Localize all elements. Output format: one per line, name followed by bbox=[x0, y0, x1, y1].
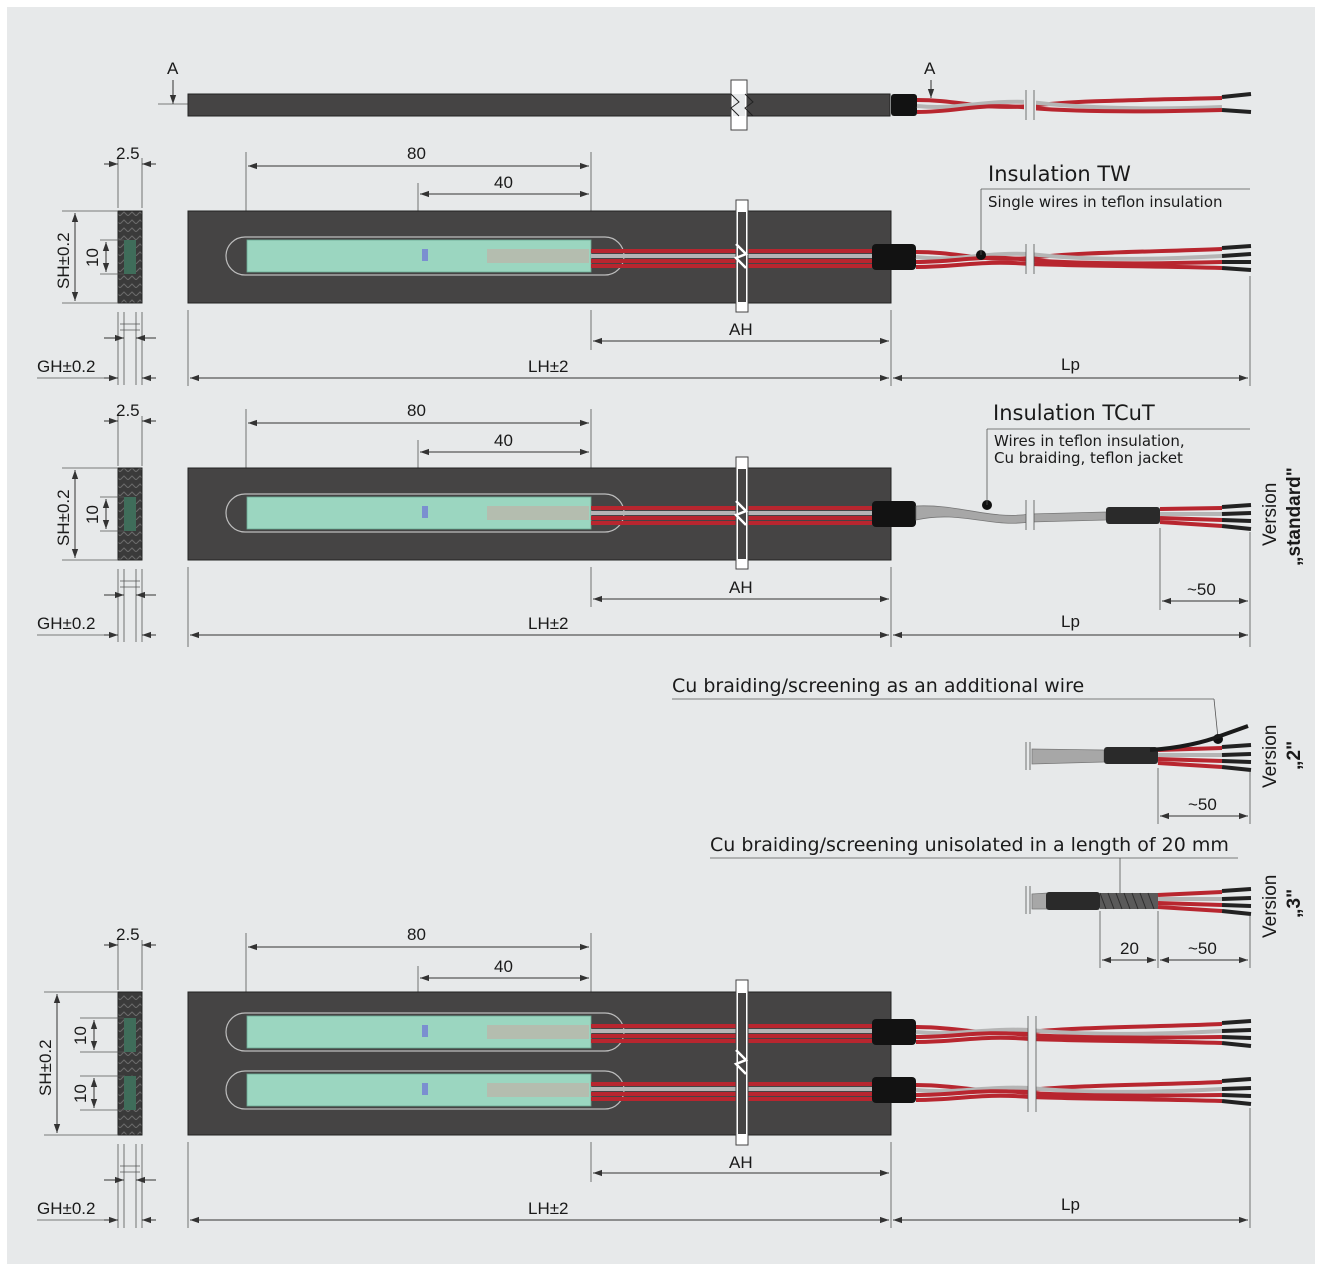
thickness-label: 2.5 bbox=[116, 925, 140, 944]
thickness-label: 2.5 bbox=[116, 144, 140, 163]
side-view: A A bbox=[158, 59, 1252, 131]
version-standard-word: Version bbox=[1260, 483, 1281, 546]
pad-length-label: LH±2 bbox=[528, 614, 569, 633]
version-3-note: Cu braiding/screening unisolated in a le… bbox=[710, 834, 1229, 856]
lead-length-label: Lp bbox=[1061, 355, 1080, 374]
pad-length-label: LH±2 bbox=[528, 1199, 569, 1218]
row-double-element: 2.5 SH±0.2 10 10 GH±0.2 80 40 bbox=[36, 925, 1252, 1228]
thickness-label: 2.5 bbox=[116, 401, 140, 420]
height-label: SH±0.2 bbox=[54, 489, 73, 546]
length-80-label: 80 bbox=[407, 925, 426, 944]
length-40-label: 40 bbox=[494, 431, 513, 450]
gap-label: GH±0.2 bbox=[37, 357, 95, 376]
height-label: SH±0.2 bbox=[54, 232, 73, 289]
strip-50-label: ~50 bbox=[1188, 795, 1217, 814]
pad-length-label: LH±2 bbox=[528, 357, 569, 376]
version-2-word: Version bbox=[1260, 725, 1281, 788]
window-label: 10 bbox=[71, 1026, 90, 1045]
version-3-name: „3" bbox=[1284, 889, 1305, 918]
side-view-pad bbox=[187, 93, 891, 117]
window-label: 10 bbox=[83, 505, 102, 524]
strip-50-label: ~50 bbox=[1188, 939, 1217, 958]
version-3-detail: Cu braiding/screening unisolated in a le… bbox=[710, 834, 1305, 968]
strip-50-label: ~50 bbox=[1187, 580, 1216, 599]
length-40-label: 40 bbox=[494, 957, 513, 976]
height-label: SH±0.2 bbox=[36, 1039, 55, 1096]
gap-label: GH±0.2 bbox=[37, 1199, 95, 1218]
version-standard-name: „standard" bbox=[1284, 467, 1305, 566]
length-80-label: 80 bbox=[407, 144, 426, 163]
version-2-detail: Cu braiding/screening as an additional w… bbox=[672, 675, 1305, 824]
section-marker-right: A bbox=[924, 59, 936, 78]
insulation-tcut-subtitle-2: Cu braiding, teflon jacket bbox=[994, 449, 1183, 467]
length-80-label: 80 bbox=[407, 401, 426, 420]
cross-section bbox=[117, 991, 143, 1136]
version-3-word: Version bbox=[1260, 875, 1281, 938]
length-40-label: 40 bbox=[494, 173, 513, 192]
row-insulation-tw: 2.5 SH±0.2 10 GH±0.2 80 40 bbox=[37, 144, 1252, 386]
active-length-label: AH bbox=[729, 320, 753, 339]
insulation-tw-title: Insulation TW bbox=[988, 162, 1131, 186]
insulation-tcut-title: Insulation TCuT bbox=[993, 401, 1155, 425]
window-label: 10 bbox=[71, 1084, 90, 1103]
insulation-tcut-subtitle-1: Wires in teflon insulation, bbox=[994, 432, 1185, 450]
gap-label: GH±0.2 bbox=[37, 614, 95, 633]
version-2-note: Cu braiding/screening as an additional w… bbox=[672, 675, 1084, 697]
window-label: 10 bbox=[83, 248, 102, 267]
row-insulation-tcut: 2.5 SH±0.2 10 GH±0.2 80 40 bbox=[37, 401, 1305, 647]
unisolated-20-label: 20 bbox=[1120, 939, 1139, 958]
version-2-name: „2" bbox=[1284, 741, 1305, 770]
active-length-label: AH bbox=[729, 1153, 753, 1172]
section-marker-left: A bbox=[167, 59, 179, 78]
insulation-tw-subtitle: Single wires in teflon insulation bbox=[988, 193, 1223, 211]
lead-length-label: Lp bbox=[1061, 1195, 1080, 1214]
active-length-label: AH bbox=[729, 578, 753, 597]
lead-length-label: Lp bbox=[1061, 612, 1080, 631]
